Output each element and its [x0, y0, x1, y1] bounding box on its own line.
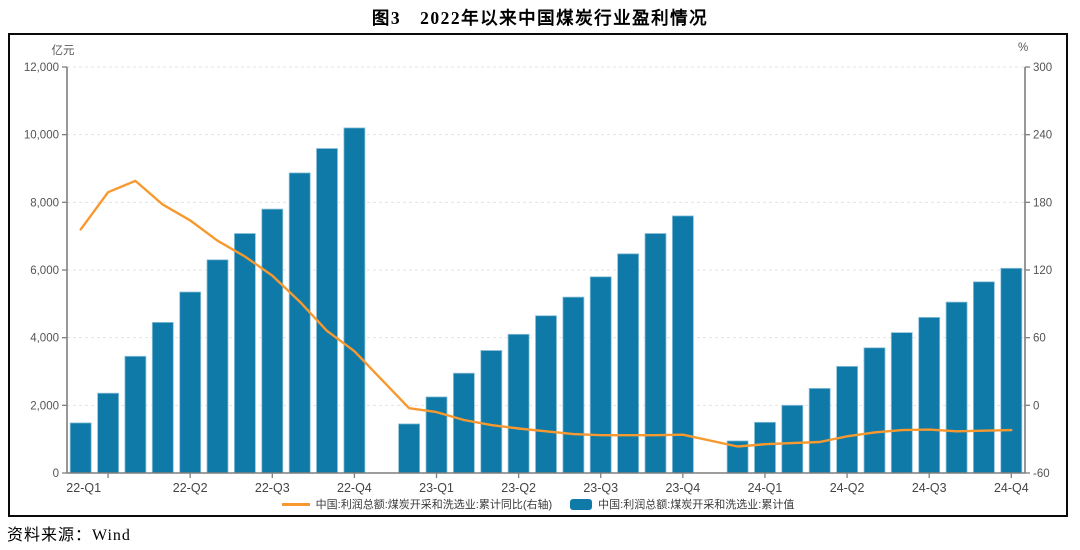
- bar: [644, 233, 667, 474]
- bar: [179, 291, 202, 474]
- bar: [343, 127, 366, 474]
- source-note: 资料来源：Wind: [7, 527, 131, 544]
- bar: [589, 276, 612, 474]
- left-axis-unit-label: 亿元: [51, 45, 75, 57]
- chart-panel: 亿元 % 0 2,000 4,000 6,000 8,000 10,000 12,000 -6…: [8, 33, 1068, 517]
- bar: [535, 315, 557, 474]
- left-axis-tick-label: 10,000: [24, 130, 59, 142]
- trend-line: [79, 179, 1013, 448]
- line-legend-swatch: [281, 502, 310, 506]
- bar: [754, 421, 776, 474]
- left-axis-tick-label: 0: [53, 468, 59, 480]
- bar: [425, 396, 448, 474]
- left-axis-tick-label: 6,000: [30, 265, 59, 277]
- right-axis-tick-label: 240: [1033, 130, 1052, 142]
- bar: [890, 332, 913, 474]
- figure-title: 图3 2022年以来中国煤炭行业盈利情况: [371, 8, 709, 28]
- left-axis-tick-label: 4,000: [30, 333, 59, 345]
- bar: [233, 233, 256, 474]
- bar: [316, 148, 338, 474]
- bar-legend-label: 中国:利润总额:煤炭开采和洗选业:累计值: [598, 499, 795, 511]
- bar-legend-swatch: [570, 498, 593, 510]
- bar: [452, 372, 475, 474]
- x-axis-tick-label: 22-Q2: [173, 481, 208, 495]
- x-axis-tick-label: 23-Q2: [501, 481, 536, 495]
- right-axis-unit-label: %: [1018, 42, 1029, 54]
- right-axis-tick-label: 60: [1033, 333, 1046, 345]
- bar: [69, 422, 92, 474]
- bar: [288, 172, 311, 474]
- bar: [562, 296, 585, 474]
- bar: [124, 355, 147, 474]
- x-axis-tick-label: 22-Q1: [66, 481, 101, 495]
- right-axis-tick-label: -60: [1033, 468, 1050, 480]
- legend-item-bar-series: 中国:利润总额:煤炭开采和洗选业:累计值: [570, 496, 794, 512]
- bar: [918, 316, 941, 474]
- bar: [507, 333, 530, 474]
- x-axis-tick-label: 24-Q1: [748, 481, 783, 495]
- bar: [97, 392, 119, 474]
- left-axis-tick-label: 12,000: [24, 62, 59, 74]
- bar: [480, 350, 503, 474]
- right-axis-tick-label: 180: [1033, 197, 1052, 209]
- right-axis-tick-label: 300: [1033, 62, 1052, 74]
- bar: [398, 423, 421, 474]
- right-axis-tick-label: 0: [1033, 400, 1039, 412]
- bar: [261, 208, 284, 474]
- x-axis-tick-label: 23-Q4: [665, 481, 700, 495]
- x-axis-tick-label: 24-Q4: [994, 481, 1029, 495]
- chart-legend: 中国:利润总额:煤炭开采和洗选业:累计同比(右轴) 中国:利润总额:煤炭开采和洗…: [10, 496, 1066, 512]
- bar: [973, 281, 995, 474]
- bar: [781, 404, 804, 474]
- right-axis-tick-label: 120: [1033, 265, 1052, 277]
- left-axis-tick-label: 8,000: [30, 197, 59, 209]
- bar: [945, 301, 968, 474]
- x-axis-tick-label: 23-Q1: [419, 481, 454, 495]
- bar: [836, 365, 858, 474]
- x-axis-tick-label: 22-Q3: [255, 481, 290, 495]
- bar: [617, 253, 639, 474]
- x-axis-tick-label: 23-Q3: [583, 481, 618, 495]
- bar: [1000, 267, 1023, 474]
- x-axis-tick-label: 24-Q2: [830, 481, 865, 495]
- bar: [863, 347, 886, 474]
- chart-plot: 0 2,000 4,000 6,000 8,000 10,000 12,000 -60 0 60 1…: [24, 62, 1052, 495]
- legend-item-line-series: 中国:利润总额:煤炭开采和洗选业:累计同比(右轴): [281, 496, 553, 512]
- left-axis-tick-label: 2,000: [30, 400, 59, 412]
- x-axis-tick-label: 24-Q3: [912, 481, 947, 495]
- bar: [808, 387, 831, 474]
- bar: [151, 321, 174, 474]
- x-axis-tick-label: 22-Q4: [337, 481, 372, 495]
- bar: [206, 259, 229, 474]
- line-legend-label: 中国:利润总额:煤炭开采和洗选业:累计同比(右轴): [315, 499, 553, 511]
